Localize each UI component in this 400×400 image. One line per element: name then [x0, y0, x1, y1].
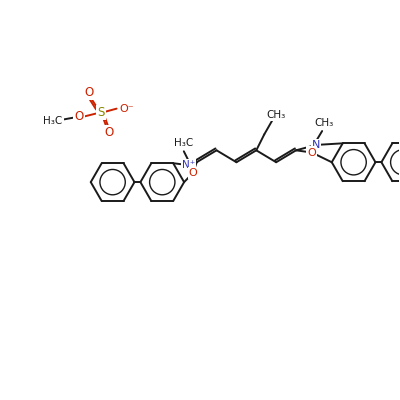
Text: O: O [104, 126, 113, 139]
Text: N⁺: N⁺ [182, 160, 196, 170]
Text: N: N [312, 140, 320, 150]
Text: O: O [308, 148, 316, 158]
Text: CH₃: CH₃ [314, 118, 334, 128]
Text: H₃C: H₃C [44, 116, 63, 126]
Text: CH₃: CH₃ [266, 110, 286, 120]
Text: O: O [84, 86, 94, 99]
Text: O⁻: O⁻ [119, 104, 134, 114]
Text: O: O [74, 110, 84, 123]
Text: H₃C: H₃C [174, 138, 194, 148]
Text: O: O [189, 168, 198, 178]
Text: S: S [97, 106, 104, 119]
